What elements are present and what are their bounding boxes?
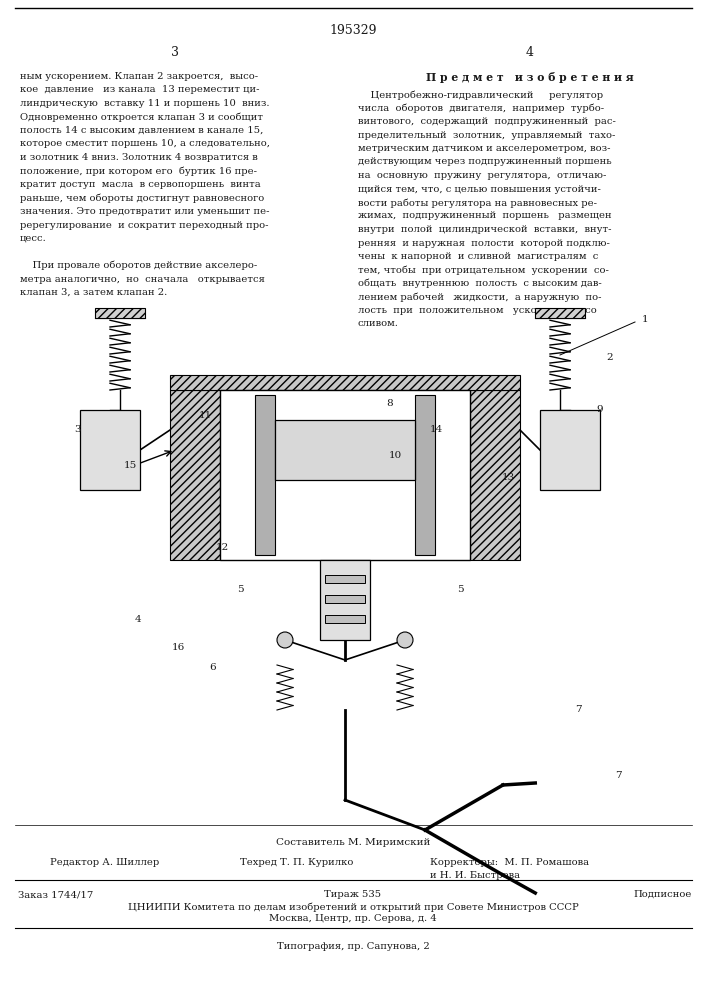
Bar	[80, 410, 140, 490]
Text: метрическим датчиком и акселерометром, воз-: метрическим датчиком и акселерометром, в…	[358, 144, 611, 153]
Text: 13: 13	[501, 474, 515, 483]
Bar	[540, 410, 600, 490]
Circle shape	[397, 632, 413, 648]
Text: 3: 3	[75, 426, 81, 434]
Text: 14: 14	[429, 426, 443, 434]
Text: кратит доступ  масла  в сервопоршень  винта: кратит доступ масла в сервопоршень винта	[20, 180, 261, 189]
Bar	[325, 595, 365, 603]
Text: 11: 11	[199, 410, 211, 420]
Text: которое сместит поршень 10, а следовательно,: которое сместит поршень 10, а следовател…	[20, 139, 270, 148]
Text: внутри  полой  цилиндрической  вставки,  внут-: внутри полой цилиндрической вставки, вну…	[358, 225, 612, 234]
Text: линдрическую  вставку 11 и поршень 10  вниз.: линдрическую вставку 11 и поршень 10 вни…	[20, 99, 269, 108]
Text: 12: 12	[216, 544, 228, 552]
Text: Заказ 1744/17: Заказ 1744/17	[18, 890, 93, 899]
Text: Корректоры:  М. П. Ромашова: Корректоры: М. П. Ромашова	[430, 858, 589, 867]
Bar	[470, 390, 520, 560]
Bar	[95, 308, 145, 318]
Text: 4: 4	[135, 615, 141, 624]
Text: ререгулирование  и сократит переходный про-: ререгулирование и сократит переходный пр…	[20, 221, 269, 230]
Bar	[535, 308, 585, 318]
Bar	[415, 395, 435, 555]
Text: 5: 5	[457, 585, 463, 594]
Text: общать  внутреннюю  полость  с высоким дав-: общать внутреннюю полость с высоким дав-	[358, 279, 602, 288]
Bar	[170, 375, 520, 390]
Text: 16: 16	[171, 644, 185, 652]
Text: сливом.: сливом.	[358, 320, 399, 328]
Text: метра аналогично,  но  сначала   открывается: метра аналогично, но сначала открывается	[20, 274, 265, 284]
Text: 4: 4	[526, 45, 534, 58]
Text: жимах,  подпружиненный  поршень   размещен: жимах, подпружиненный поршень размещен	[358, 212, 612, 221]
Text: 8: 8	[387, 398, 393, 408]
Text: действующим через подпружиненный поршень: действующим через подпружиненный поршень	[358, 157, 612, 166]
Text: 9: 9	[597, 406, 603, 414]
Text: Центробежно-гидравлический     регулятор: Центробежно-гидравлический регулятор	[358, 90, 603, 100]
Bar	[30, 310, 690, 820]
Text: и Н. И. Быстрова: и Н. И. Быстрова	[430, 871, 520, 880]
Text: 6: 6	[210, 664, 216, 672]
Bar	[325, 615, 365, 623]
Text: винтового,  содержащий  подпружиненный  рас-: винтового, содержащий подпружиненный рас…	[358, 117, 616, 126]
Text: 5: 5	[237, 585, 243, 594]
Text: Типография, пр. Сапунова, 2: Типография, пр. Сапунова, 2	[276, 942, 429, 951]
Text: ным ускорением. Клапан 2 закроется,  высо-: ным ускорением. Клапан 2 закроется, высо…	[20, 72, 258, 81]
Text: лость  при  положительном   ускорении — со: лость при положительном ускорении — со	[358, 306, 597, 315]
Text: Тираж 535: Тираж 535	[325, 890, 382, 899]
Text: 1: 1	[642, 316, 648, 324]
Text: Техред Т. П. Курилко: Техред Т. П. Курилко	[240, 858, 354, 867]
Text: 7: 7	[614, 770, 621, 780]
Text: Подписное: Подписное	[633, 890, 692, 899]
Text: ренняя  и наружная  полости  которой подклю-: ренняя и наружная полости которой подклю…	[358, 238, 610, 247]
Circle shape	[277, 632, 293, 648]
Text: 10: 10	[388, 450, 402, 460]
Text: 15: 15	[124, 460, 136, 470]
Bar	[170, 390, 220, 560]
Text: П р е д м е т   и з о б р е т е н и я: П р е д м е т и з о б р е т е н и я	[426, 72, 633, 83]
Text: Редактор А. Шиллер: Редактор А. Шиллер	[50, 858, 159, 867]
Text: чены  к напорной  и сливной  магистралям  с: чены к напорной и сливной магистралям с	[358, 252, 598, 261]
Text: При провале оборотов действие акселеро-: При провале оборотов действие акселеро-	[20, 261, 257, 270]
Text: щийся тем, что, с целью повышения устойчи-: щийся тем, что, с целью повышения устойч…	[358, 184, 601, 194]
Text: полость 14 с высоким давлением в канале 15,: полость 14 с высоким давлением в канале …	[20, 126, 264, 135]
Text: лением рабочей   жидкости,  а наружную  по-: лением рабочей жидкости, а наружную по-	[358, 292, 602, 302]
Text: и золотник 4 вниз. Золотник 4 возвратится в: и золотник 4 вниз. Золотник 4 возвратитс…	[20, 153, 258, 162]
Text: клапан 3, а затем клапан 2.: клапан 3, а затем клапан 2.	[20, 288, 168, 297]
Text: 2: 2	[607, 354, 613, 362]
Text: пределительный  золотник,  управляемый  тахо-: пределительный золотник, управляемый тах…	[358, 130, 615, 139]
Text: 3: 3	[171, 45, 179, 58]
Text: положение, при котором его  буртик 16 пре-: положение, при котором его буртик 16 пре…	[20, 166, 257, 176]
Text: 195329: 195329	[329, 23, 377, 36]
Bar	[220, 390, 470, 560]
Text: Москва, Центр, пр. Серова, д. 4: Москва, Центр, пр. Серова, д. 4	[269, 914, 437, 923]
Text: Составитель М. Миримский: Составитель М. Миримский	[276, 838, 430, 847]
Text: числа  оборотов  двигателя,  например  турбо-: числа оборотов двигателя, например турбо…	[358, 104, 604, 113]
Text: цесс.: цесс.	[20, 234, 47, 243]
Text: вости работы регулятора на равновесных ре-: вости работы регулятора на равновесных р…	[358, 198, 597, 208]
Text: на  основную  пружину  регулятора,  отличаю-: на основную пружину регулятора, отличаю-	[358, 171, 607, 180]
Bar	[255, 395, 275, 555]
Bar	[325, 575, 365, 583]
Text: кое  давление   из канала  13 переместит ци-: кое давление из канала 13 переместит ци-	[20, 86, 259, 95]
Bar	[320, 560, 370, 640]
Text: 7: 7	[575, 706, 581, 714]
Text: значения. Это предотвратит или уменьшит пе-: значения. Это предотвратит или уменьшит …	[20, 207, 269, 216]
Text: Одновременно откроется клапан 3 и сообщит: Одновременно откроется клапан 3 и сообщи…	[20, 112, 263, 122]
Bar	[275, 420, 415, 480]
Text: раньше, чем обороты достигнут равновесного: раньше, чем обороты достигнут равновесно…	[20, 194, 264, 203]
Text: тем, чтобы  при отрицательном  ускорении  со-: тем, чтобы при отрицательном ускорении с…	[358, 265, 609, 275]
Text: ЦНИИПИ Комитета по делам изобретений и открытий при Совете Министров СССР: ЦНИИПИ Комитета по делам изобретений и о…	[128, 902, 578, 912]
